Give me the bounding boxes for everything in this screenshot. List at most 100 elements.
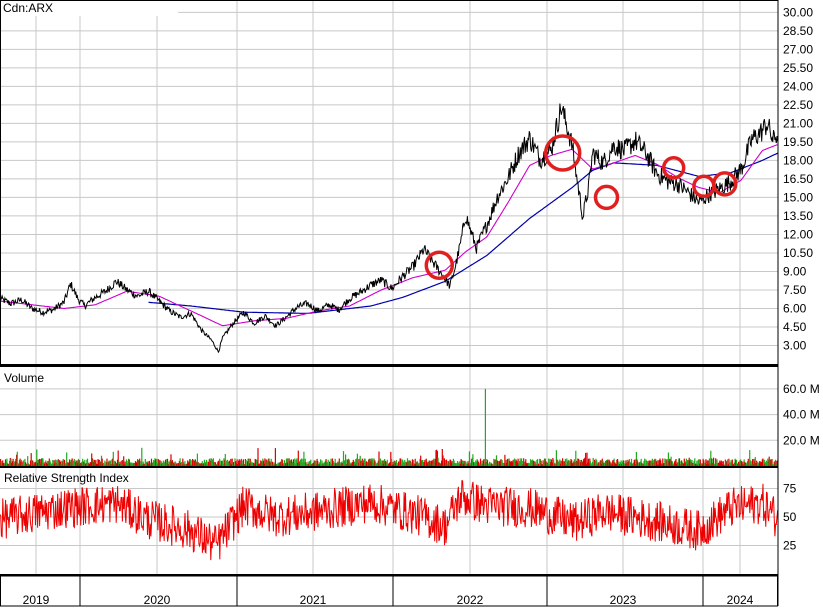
volume-bar	[125, 463, 127, 466]
volume-bar	[278, 463, 280, 466]
volume-bar	[446, 463, 448, 466]
volume-bar	[265, 460, 267, 466]
volume-bar	[775, 460, 777, 466]
volume-bar	[650, 461, 652, 466]
volume-bar	[211, 459, 213, 466]
volume-bar	[633, 460, 635, 466]
volume-bar	[614, 463, 617, 466]
volume-bar	[21, 461, 23, 466]
volume-bar	[40, 459, 42, 466]
volume-bars	[0, 388, 779, 466]
highlight-circle	[661, 156, 686, 180]
volume-bar	[519, 458, 521, 466]
volume-bar	[637, 461, 639, 466]
volume-bar	[378, 451, 380, 466]
volume-bar	[370, 461, 372, 466]
volume-bar	[630, 458, 633, 466]
volume-bar	[606, 461, 608, 466]
volume-bar	[235, 461, 237, 466]
volume-bar	[678, 458, 681, 466]
volume-bar	[660, 460, 662, 466]
volume-bar	[749, 460, 751, 466]
volume-bar	[702, 458, 704, 466]
volume-bar	[474, 463, 476, 466]
volume-bar	[467, 461, 469, 466]
volume-bar	[294, 464, 297, 466]
volume-bar	[121, 461, 123, 466]
volume-bar	[45, 460, 47, 466]
volume-bar	[342, 451, 345, 466]
volume-bar	[308, 461, 310, 466]
volume-bar	[18, 460, 20, 466]
volume-bar	[487, 464, 489, 466]
volume-bar	[372, 463, 374, 466]
volume-bar	[208, 459, 210, 466]
volume-bar	[39, 458, 41, 466]
volume-bar	[512, 459, 514, 466]
volume-bar	[478, 464, 480, 466]
volume-bar	[428, 460, 430, 466]
volume-bar	[123, 456, 125, 466]
volume-bar	[347, 458, 349, 466]
highlight-circles	[424, 134, 738, 281]
volume-bar	[246, 464, 248, 466]
volume-bar	[79, 464, 81, 466]
volume-bar	[485, 462, 487, 466]
volume-bar	[726, 461, 728, 466]
volume-bar	[612, 460, 614, 466]
price-tick-label: 9.00	[783, 265, 807, 279]
volume-bar	[667, 463, 669, 466]
volume-bar	[477, 460, 479, 466]
volume-bar	[129, 463, 131, 466]
volume-bar	[533, 464, 535, 466]
volume-bar	[655, 459, 657, 466]
volume-bar	[131, 462, 133, 466]
volume-bar	[37, 459, 39, 466]
volume-bar	[733, 463, 735, 466]
volume-bar	[713, 463, 715, 466]
volume-bar	[586, 452, 588, 466]
volume-bar	[506, 459, 508, 466]
volume-bar	[718, 462, 720, 466]
volume-bar	[461, 460, 464, 466]
volume-bar	[366, 461, 368, 466]
volume-bar	[525, 459, 527, 466]
volume-bar	[77, 458, 80, 466]
volume-bar	[652, 463, 654, 466]
volume-bar	[317, 463, 320, 466]
volume-bar	[112, 451, 114, 466]
volume-bar	[403, 463, 405, 466]
volume-bar	[342, 463, 344, 466]
volume-bar	[362, 463, 364, 466]
volume-bar	[422, 462, 425, 466]
volume-bar	[545, 461, 547, 466]
volume-bar	[107, 462, 109, 466]
volume-bar	[242, 459, 244, 466]
volume-bar	[734, 458, 736, 466]
volume-bar	[458, 463, 460, 466]
volume-bar	[692, 463, 694, 466]
volume-bar	[774, 459, 777, 466]
volume-bar	[274, 464, 276, 466]
volume-bar	[100, 462, 102, 466]
volume-bar	[740, 461, 742, 466]
volume-bar	[187, 462, 189, 466]
volume-bar	[675, 459, 677, 466]
volume-bar	[457, 462, 459, 466]
volume-bar	[667, 452, 669, 466]
volume-bar	[546, 462, 548, 466]
volume-tick-label: 20.0 M	[783, 433, 820, 447]
volume-bar	[117, 450, 119, 466]
volume-bar	[686, 463, 688, 466]
volume-bar	[543, 462, 545, 466]
volume-bar	[461, 460, 463, 466]
volume-bar	[379, 458, 381, 466]
volume-bar	[493, 460, 496, 466]
volume-bar	[96, 463, 98, 466]
volume-bar	[578, 460, 580, 466]
volume-bar	[68, 459, 71, 466]
volume-bar	[765, 461, 767, 466]
volume-bar	[71, 458, 73, 466]
volume-bar	[538, 464, 540, 466]
volume-bar	[229, 463, 231, 466]
